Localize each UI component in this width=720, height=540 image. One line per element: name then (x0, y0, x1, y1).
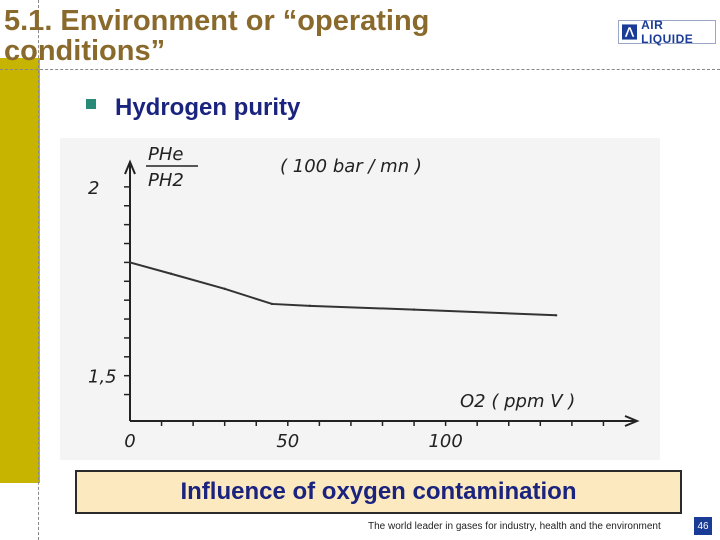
y-tick-label: 1,5 (88, 367, 117, 388)
chart-axes (124, 159, 640, 427)
purity-chart: 0 50 100 2 1,5 PHe PH2 ( 100 bar / mn ) O2 ( ppm… (60, 138, 660, 460)
data-point (554, 314, 558, 317)
caption-text: Influence of oxygen contamination (180, 478, 577, 505)
data-point (128, 261, 132, 264)
footer-tagline: The world leader in gases for industry, … (368, 521, 661, 532)
x-axis-arrow (624, 415, 640, 427)
data-point (412, 308, 416, 311)
chart-background (60, 138, 660, 460)
caption-box: Influence of oxygen contamination (75, 470, 682, 514)
chart-labels: 0 50 100 2 1,5 PHe PH2 ( 100 bar / mn ) O2 ( ppm… (88, 144, 575, 452)
air-liquide-logo-icon (622, 24, 638, 40)
dashed-guide-horizontal (0, 69, 720, 70)
x-axis-label: O2 ( ppm V ) (460, 391, 575, 412)
y-label-numerator: PHe (148, 144, 183, 165)
dashed-guide-vertical (38, 0, 39, 540)
purity-chart-svg: 0 50 100 2 1,5 PHe PH2 ( 100 bar / mn ) O2 ( ppm… (60, 138, 660, 460)
x-tick-label: 100 (428, 431, 462, 452)
page-number: 46 (694, 517, 712, 535)
olive-side-bar (0, 58, 40, 483)
x-tick-label: 0 (124, 431, 135, 452)
x-tick-label: 50 (276, 431, 299, 452)
bullet-hydrogen-purity: Hydrogen purity (115, 94, 301, 121)
y-axis-arrow (124, 159, 136, 175)
data-point (223, 287, 226, 291)
logo-text: AIR LIQUIDE (641, 18, 694, 46)
data-point (169, 272, 173, 275)
air-liquide-logo: AIR LIQUIDE (618, 18, 716, 46)
y-label-denominator: PH2 (148, 170, 184, 191)
bullet-square-icon (86, 99, 96, 109)
y-tick-label: 2 (88, 178, 99, 199)
y-label-unit: ( 100 bar / mn ) (280, 156, 422, 177)
chart-series (128, 261, 558, 317)
data-point (308, 304, 312, 308)
data-point (270, 302, 274, 306)
slide-title: 5.1. Environment or “operating condition… (4, 5, 430, 67)
